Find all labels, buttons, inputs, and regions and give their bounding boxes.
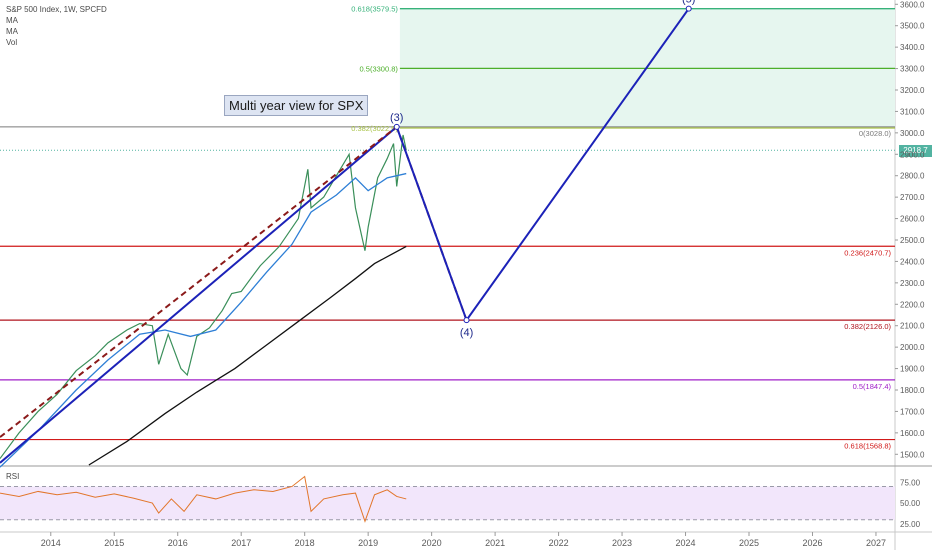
y-tick-label: 3200.0 (900, 86, 925, 95)
wave-point (393, 123, 400, 130)
chart-title: S&P 500 Index, 1W, SPCFD (6, 5, 107, 14)
y-tick-label: 3300.0 (900, 65, 925, 74)
moving-average-line (88, 245, 407, 466)
rsi-tick-label: 25.00 (900, 520, 921, 529)
wave-point (463, 317, 470, 324)
fib-retracement-label: 0.618(1568.8) (844, 442, 891, 451)
y-tick-label: 2100.0 (900, 322, 925, 331)
y-tick-label: 3500.0 (900, 22, 925, 31)
y-tick-label: 3600.0 (900, 0, 925, 9)
moving-average-line (0, 172, 407, 468)
y-tick-label: 3000.0 (900, 129, 925, 138)
x-tick-label: 2015 (104, 538, 124, 548)
x-tick-label: 2016 (168, 538, 188, 548)
y-tick-label: 3400.0 (900, 43, 925, 52)
y-tick-label: 1900.0 (900, 365, 925, 374)
dashed-trendline (0, 126, 398, 438)
y-tick-label: 2900.0 (900, 150, 925, 159)
x-tick-label: 2019 (358, 538, 378, 548)
y-tick-label: 2600.0 (900, 215, 925, 224)
x-tick-label: 2026 (802, 538, 822, 548)
x-tick-label: 2014 (41, 538, 61, 548)
y-tick-label: 3100.0 (900, 107, 925, 116)
legend-ma-1[interactable]: MA (6, 16, 18, 25)
wave-label: (3) (390, 112, 403, 124)
y-tick-label: 1800.0 (900, 386, 925, 395)
annotation-box[interactable]: Multi year view for SPX (224, 95, 369, 116)
wave-point (685, 5, 692, 12)
rsi-tick-label: 75.00 (900, 478, 921, 487)
x-tick-label: 2024 (676, 538, 696, 548)
y-tick-label: 2700.0 (900, 193, 925, 202)
legend-vol[interactable]: Vol (6, 38, 18, 47)
fib-retracement-label: 0.236(2470.7) (844, 248, 891, 257)
rsi-band (0, 486, 895, 520)
fib-extension-label: 0.382(3022.6) (351, 124, 398, 133)
current-price-badge: 2918.7 (899, 145, 932, 157)
y-tick-label: 2200.0 (900, 300, 925, 309)
y-tick-label: 2000.0 (900, 343, 925, 352)
fib-retracement-label: 0.382(2126.0) (844, 322, 891, 331)
y-tick-label: 2500.0 (900, 236, 925, 245)
y-tick-label: 1700.0 (900, 407, 925, 416)
x-tick-label: 2021 (485, 538, 505, 548)
x-tick-label: 2023 (612, 538, 632, 548)
rsi-label: RSI (6, 472, 20, 481)
price-series-line (0, 134, 407, 459)
y-tick-label: 2300.0 (900, 279, 925, 288)
wave-label: (5) (682, 0, 695, 6)
x-tick-label: 2027 (866, 538, 886, 548)
rsi-tick-label: 50.00 (900, 499, 921, 508)
rsi-line (0, 475, 407, 523)
x-tick-label: 2022 (549, 538, 569, 548)
x-tick-label: 2017 (231, 538, 251, 548)
fib-retracement-label: 0(3028.0) (859, 129, 892, 138)
fib-retracement-label: 0.5(1847.4) (853, 382, 892, 391)
x-tick-label: 2020 (422, 538, 442, 548)
wave-label: (4) (460, 327, 473, 339)
chart-legend: S&P 500 Index, 1W, SPCFD MA MA Vol (6, 4, 107, 48)
fib-extension-label: 0.618(3579.5) (351, 5, 398, 14)
y-tick-label: 2800.0 (900, 172, 925, 181)
y-tick-label: 1500.0 (900, 450, 925, 459)
solid-trendline (0, 126, 398, 464)
legend-ma-2[interactable]: MA (6, 27, 18, 36)
fib-extension-label: 0.5(3300.8) (360, 64, 399, 73)
x-tick-label: 2025 (739, 538, 759, 548)
y-tick-label: 2400.0 (900, 257, 925, 266)
x-tick-label: 2018 (295, 538, 315, 548)
y-tick-label: 1600.0 (900, 429, 925, 438)
